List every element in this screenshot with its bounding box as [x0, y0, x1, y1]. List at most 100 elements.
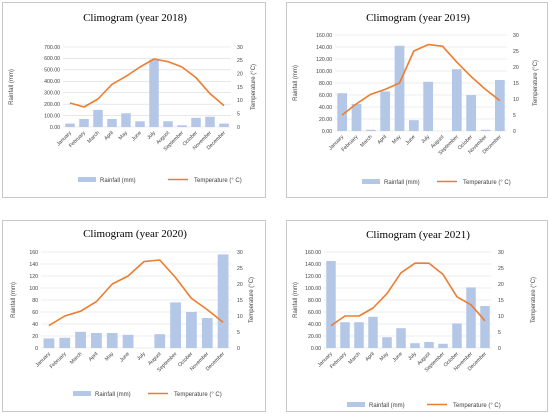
x-tick-label: March	[69, 351, 84, 366]
chart-title: Climogram (year 2021)	[366, 229, 470, 241]
y-tick-label: 80	[32, 298, 38, 304]
y2-tick-label: 30	[513, 33, 519, 39]
chart-title: Climogram (year 2020)	[83, 228, 187, 240]
rainfall-bar	[186, 312, 197, 348]
y-tick-label: 60	[32, 310, 38, 316]
y2-tick-label: 0	[237, 346, 240, 352]
rainfall-bar	[191, 117, 201, 127]
y-tick-label: 60.00	[308, 310, 321, 316]
temperature-line	[341, 43, 501, 116]
y2-tick-label: 10	[237, 314, 243, 320]
y2-tick-label: 5	[237, 111, 240, 117]
x-tick-label: April	[376, 134, 388, 146]
climogram-2021-chart: Climogram (year 2021) 0.00 20.00 40.00 60.00…	[293, 229, 537, 409]
rainfall-bar	[135, 121, 145, 127]
rainfall-bar	[480, 306, 490, 348]
rainfall-bar	[394, 45, 405, 131]
temperature-line	[69, 58, 225, 108]
legend-rainfall-swatch	[362, 179, 380, 184]
x-tick-label: July	[136, 351, 147, 362]
y-axis-label: Rainfall (mm)	[11, 282, 17, 318]
rainfall-bar	[326, 261, 336, 348]
rainfall-bar	[205, 116, 215, 127]
x-tick-label: June	[392, 351, 404, 363]
rainfall-bar	[396, 328, 406, 348]
rainfall-bar	[408, 120, 419, 131]
rainfall-bar	[466, 287, 476, 348]
rainfall-bar	[177, 125, 187, 127]
rainfall-bar	[368, 316, 378, 348]
y-tick-label: 300.00	[44, 91, 60, 97]
rainfall-bar	[170, 302, 181, 348]
y2-tick-label: 25	[513, 49, 519, 55]
y-tick-label: 600.00	[44, 56, 60, 62]
legend-rainfall-label: Rainfall (mm)	[384, 180, 420, 186]
y-tick-label: 20	[32, 334, 38, 340]
x-tick-label: June	[405, 134, 417, 146]
y2-tick-label: 20	[237, 282, 243, 288]
y-tick-label: 20.00	[319, 117, 332, 123]
rainfall-bar	[480, 129, 491, 131]
climogram-2018-panel: Climogram (year 2018) 0.00 100.00 200.00 300…	[2, 2, 266, 198]
x-tick-label: July	[146, 130, 157, 141]
y2-tick-label: 30	[237, 45, 243, 51]
rainfall-bar	[59, 337, 71, 348]
y-tick-label: 0	[35, 346, 38, 352]
y-tick-label: 40	[32, 322, 38, 328]
y-tick-label: 200.00	[44, 102, 60, 108]
legend-rainfall-label: Rainfall (mm)	[369, 403, 405, 409]
y-tick-label: 500.00	[44, 68, 60, 74]
y2-axis-label: Temperature (°C)	[531, 277, 537, 323]
rainfall-bar	[380, 91, 391, 131]
legend-temperature-label: Temperature (° C)	[174, 392, 222, 398]
x-tick-label: February	[49, 351, 68, 370]
rainfall-bar	[93, 109, 103, 127]
x-tick-label: March	[86, 130, 101, 145]
y-axis-label: Rainfall (mm)	[9, 69, 15, 105]
y-tick-label: 140	[29, 262, 38, 268]
temperature-line	[48, 259, 224, 327]
x-tick-label: June	[119, 351, 131, 363]
rainfall-bar	[122, 334, 134, 348]
y2-tick-label: 5	[237, 330, 240, 336]
x-tick-label: April	[103, 130, 115, 142]
y2-tick-label: 10	[237, 98, 243, 104]
y-tick-label: 100.00	[316, 69, 332, 75]
y-tick-label: 120.00	[305, 274, 321, 280]
legend-rainfall-label: Rainfall (mm)	[100, 178, 136, 184]
y2-tick-label: 25	[498, 266, 504, 272]
chart-title: Climogram (year 2018)	[83, 12, 187, 24]
y-tick-label: 0.00	[50, 125, 60, 131]
rainfall-bar	[451, 69, 462, 131]
y2-tick-label: 0	[237, 125, 240, 131]
rainfall-bar	[43, 338, 55, 348]
x-tick-label: May	[104, 351, 115, 362]
y2-tick-label: 15	[513, 81, 519, 87]
y2-tick-label: 15	[237, 298, 243, 304]
rainfall-bar	[365, 129, 376, 131]
legend-rainfall-swatch	[73, 391, 91, 396]
rainfall-bar	[410, 343, 420, 348]
x-tick-label: March	[347, 351, 362, 366]
y2-tick-label: 25	[237, 266, 243, 272]
climogram-2019-panel: Climogram (year 2019) 0.00 20.00 40.00 60.00…	[286, 2, 548, 198]
rainfall-bar	[382, 337, 392, 348]
rainfall-bar	[149, 59, 159, 128]
y-tick-label: 100.00	[44, 113, 60, 119]
y2-tick-label: 25	[237, 58, 243, 64]
y-tick-label: 100	[29, 286, 38, 292]
rainfall-bar	[340, 322, 350, 348]
climogram-2020-chart: Climogram (year 2020)0204060801001201401…	[11, 228, 255, 398]
x-tick-label: April	[364, 351, 376, 363]
rainfall-bar	[351, 104, 362, 131]
y2-tick-label: 0	[498, 346, 501, 352]
x-tick-label: May	[391, 134, 402, 145]
y2-axis-label: Temperature (°C)	[251, 64, 257, 110]
y-tick-label: 80.00	[308, 298, 321, 304]
rainfall-bar	[91, 333, 102, 348]
rainfall-bar	[106, 333, 118, 348]
y2-tick-label: 0	[513, 129, 516, 135]
y-tick-label: 100.00	[305, 286, 321, 292]
rainfall-bar	[452, 323, 462, 348]
y2-tick-label: 15	[237, 85, 243, 91]
